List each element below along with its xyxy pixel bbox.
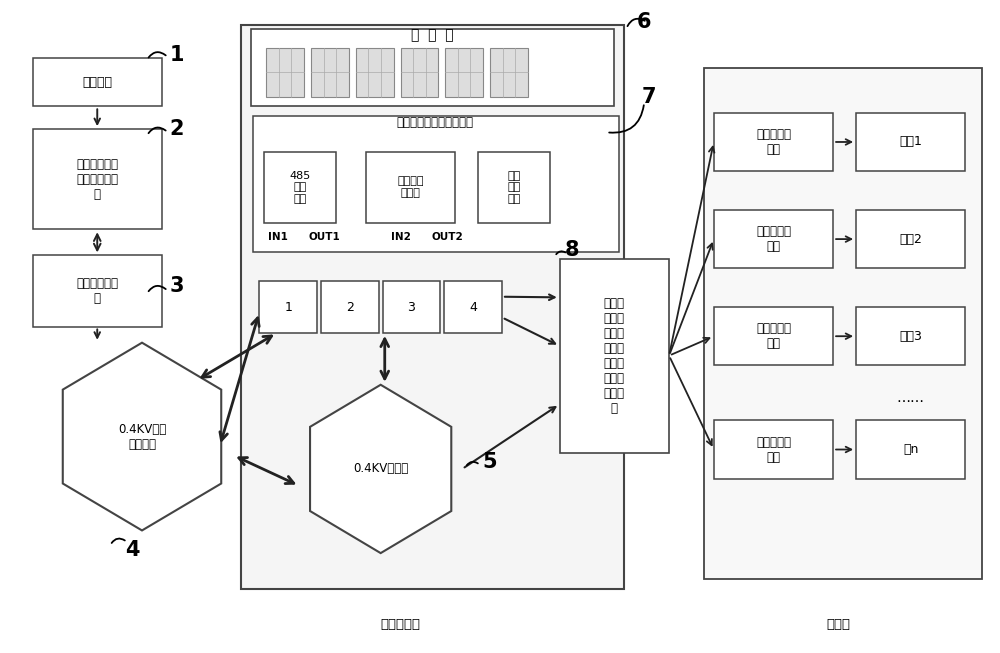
FancyBboxPatch shape <box>560 259 669 453</box>
Text: 0.4KV配网
通信系统: 0.4KV配网 通信系统 <box>118 422 166 451</box>
FancyBboxPatch shape <box>714 421 833 479</box>
FancyBboxPatch shape <box>251 29 614 106</box>
FancyBboxPatch shape <box>259 281 317 333</box>
Text: 7: 7 <box>642 87 656 106</box>
Text: 6: 6 <box>637 12 651 32</box>
FancyBboxPatch shape <box>321 281 379 333</box>
Text: 8: 8 <box>564 240 579 260</box>
Text: 电能表用电参数转发装置: 电能表用电参数转发装置 <box>397 116 474 129</box>
Text: 负荼1: 负荼1 <box>899 135 922 148</box>
Text: 可错峰关断
负荷: 可错峰关断 负荷 <box>756 128 791 156</box>
Text: 电力线
截波用
电参数
接收和
用电负
荷错峰
控制装
置: 电力线 截波用 电参数 接收和 用电负 荷错峰 控制装 置 <box>604 296 625 415</box>
Text: 2: 2 <box>346 300 354 313</box>
FancyBboxPatch shape <box>714 113 833 171</box>
Text: 无线电通
信接口: 无线电通 信接口 <box>397 176 424 198</box>
FancyBboxPatch shape <box>266 48 304 97</box>
FancyBboxPatch shape <box>714 210 833 268</box>
FancyBboxPatch shape <box>445 48 483 97</box>
Text: 负荼3: 负荼3 <box>899 330 922 343</box>
Text: ……: …… <box>897 390 925 405</box>
Text: 光纤
通信
接口: 光纤 通信 接口 <box>507 170 521 204</box>
FancyBboxPatch shape <box>264 151 336 223</box>
FancyBboxPatch shape <box>356 48 394 97</box>
FancyBboxPatch shape <box>490 48 528 97</box>
Text: 1: 1 <box>170 44 184 65</box>
Text: 静置通信服务
器: 静置通信服务 器 <box>76 277 118 305</box>
FancyBboxPatch shape <box>311 48 349 97</box>
Text: 485
通信
接口: 485 通信 接口 <box>289 170 311 204</box>
Text: 负n: 负n <box>903 443 918 456</box>
FancyBboxPatch shape <box>856 113 965 171</box>
FancyBboxPatch shape <box>383 281 440 333</box>
Text: 无错峰控制
负荷: 无错峰控制 负荷 <box>756 436 791 464</box>
Text: 4: 4 <box>125 540 139 560</box>
Text: 0.4KV电力网: 0.4KV电力网 <box>353 462 408 475</box>
Text: 3: 3 <box>408 300 415 313</box>
FancyBboxPatch shape <box>444 281 502 333</box>
Text: 4: 4 <box>469 300 477 313</box>
FancyBboxPatch shape <box>478 151 550 223</box>
Text: 负荼2: 负荼2 <box>899 232 922 246</box>
Text: 5: 5 <box>483 453 497 473</box>
Text: 电力系统侧: 电力系统侧 <box>381 618 421 631</box>
Text: 3: 3 <box>170 276 184 296</box>
FancyBboxPatch shape <box>241 25 624 589</box>
Text: IN2: IN2 <box>391 232 410 242</box>
Text: IN1: IN1 <box>268 232 288 242</box>
FancyBboxPatch shape <box>714 307 833 365</box>
Text: 电网力负荷控
制能量管理系
统: 电网力负荷控 制能量管理系 统 <box>76 158 118 200</box>
Text: OUT1: OUT1 <box>308 232 340 242</box>
FancyBboxPatch shape <box>33 58 162 106</box>
FancyBboxPatch shape <box>33 129 162 229</box>
FancyBboxPatch shape <box>401 48 438 97</box>
Polygon shape <box>310 385 451 553</box>
Polygon shape <box>63 343 221 530</box>
Text: 1: 1 <box>284 300 292 313</box>
Text: 可错峰调参
负荷: 可错峰调参 负荷 <box>756 322 791 350</box>
Text: 电  能  表: 电 能 表 <box>411 28 454 42</box>
Text: OUT2: OUT2 <box>431 232 463 242</box>
Text: 用户侧: 用户侧 <box>826 618 850 631</box>
Text: 电力系统: 电力系统 <box>82 76 112 89</box>
Text: 2: 2 <box>170 119 184 139</box>
FancyBboxPatch shape <box>856 307 965 365</box>
FancyBboxPatch shape <box>33 255 162 326</box>
FancyBboxPatch shape <box>366 151 455 223</box>
FancyBboxPatch shape <box>253 116 619 252</box>
FancyBboxPatch shape <box>856 421 965 479</box>
FancyBboxPatch shape <box>856 210 965 268</box>
Text: 可错峰调压
负荷: 可错峰调压 负荷 <box>756 225 791 253</box>
FancyBboxPatch shape <box>704 67 982 579</box>
